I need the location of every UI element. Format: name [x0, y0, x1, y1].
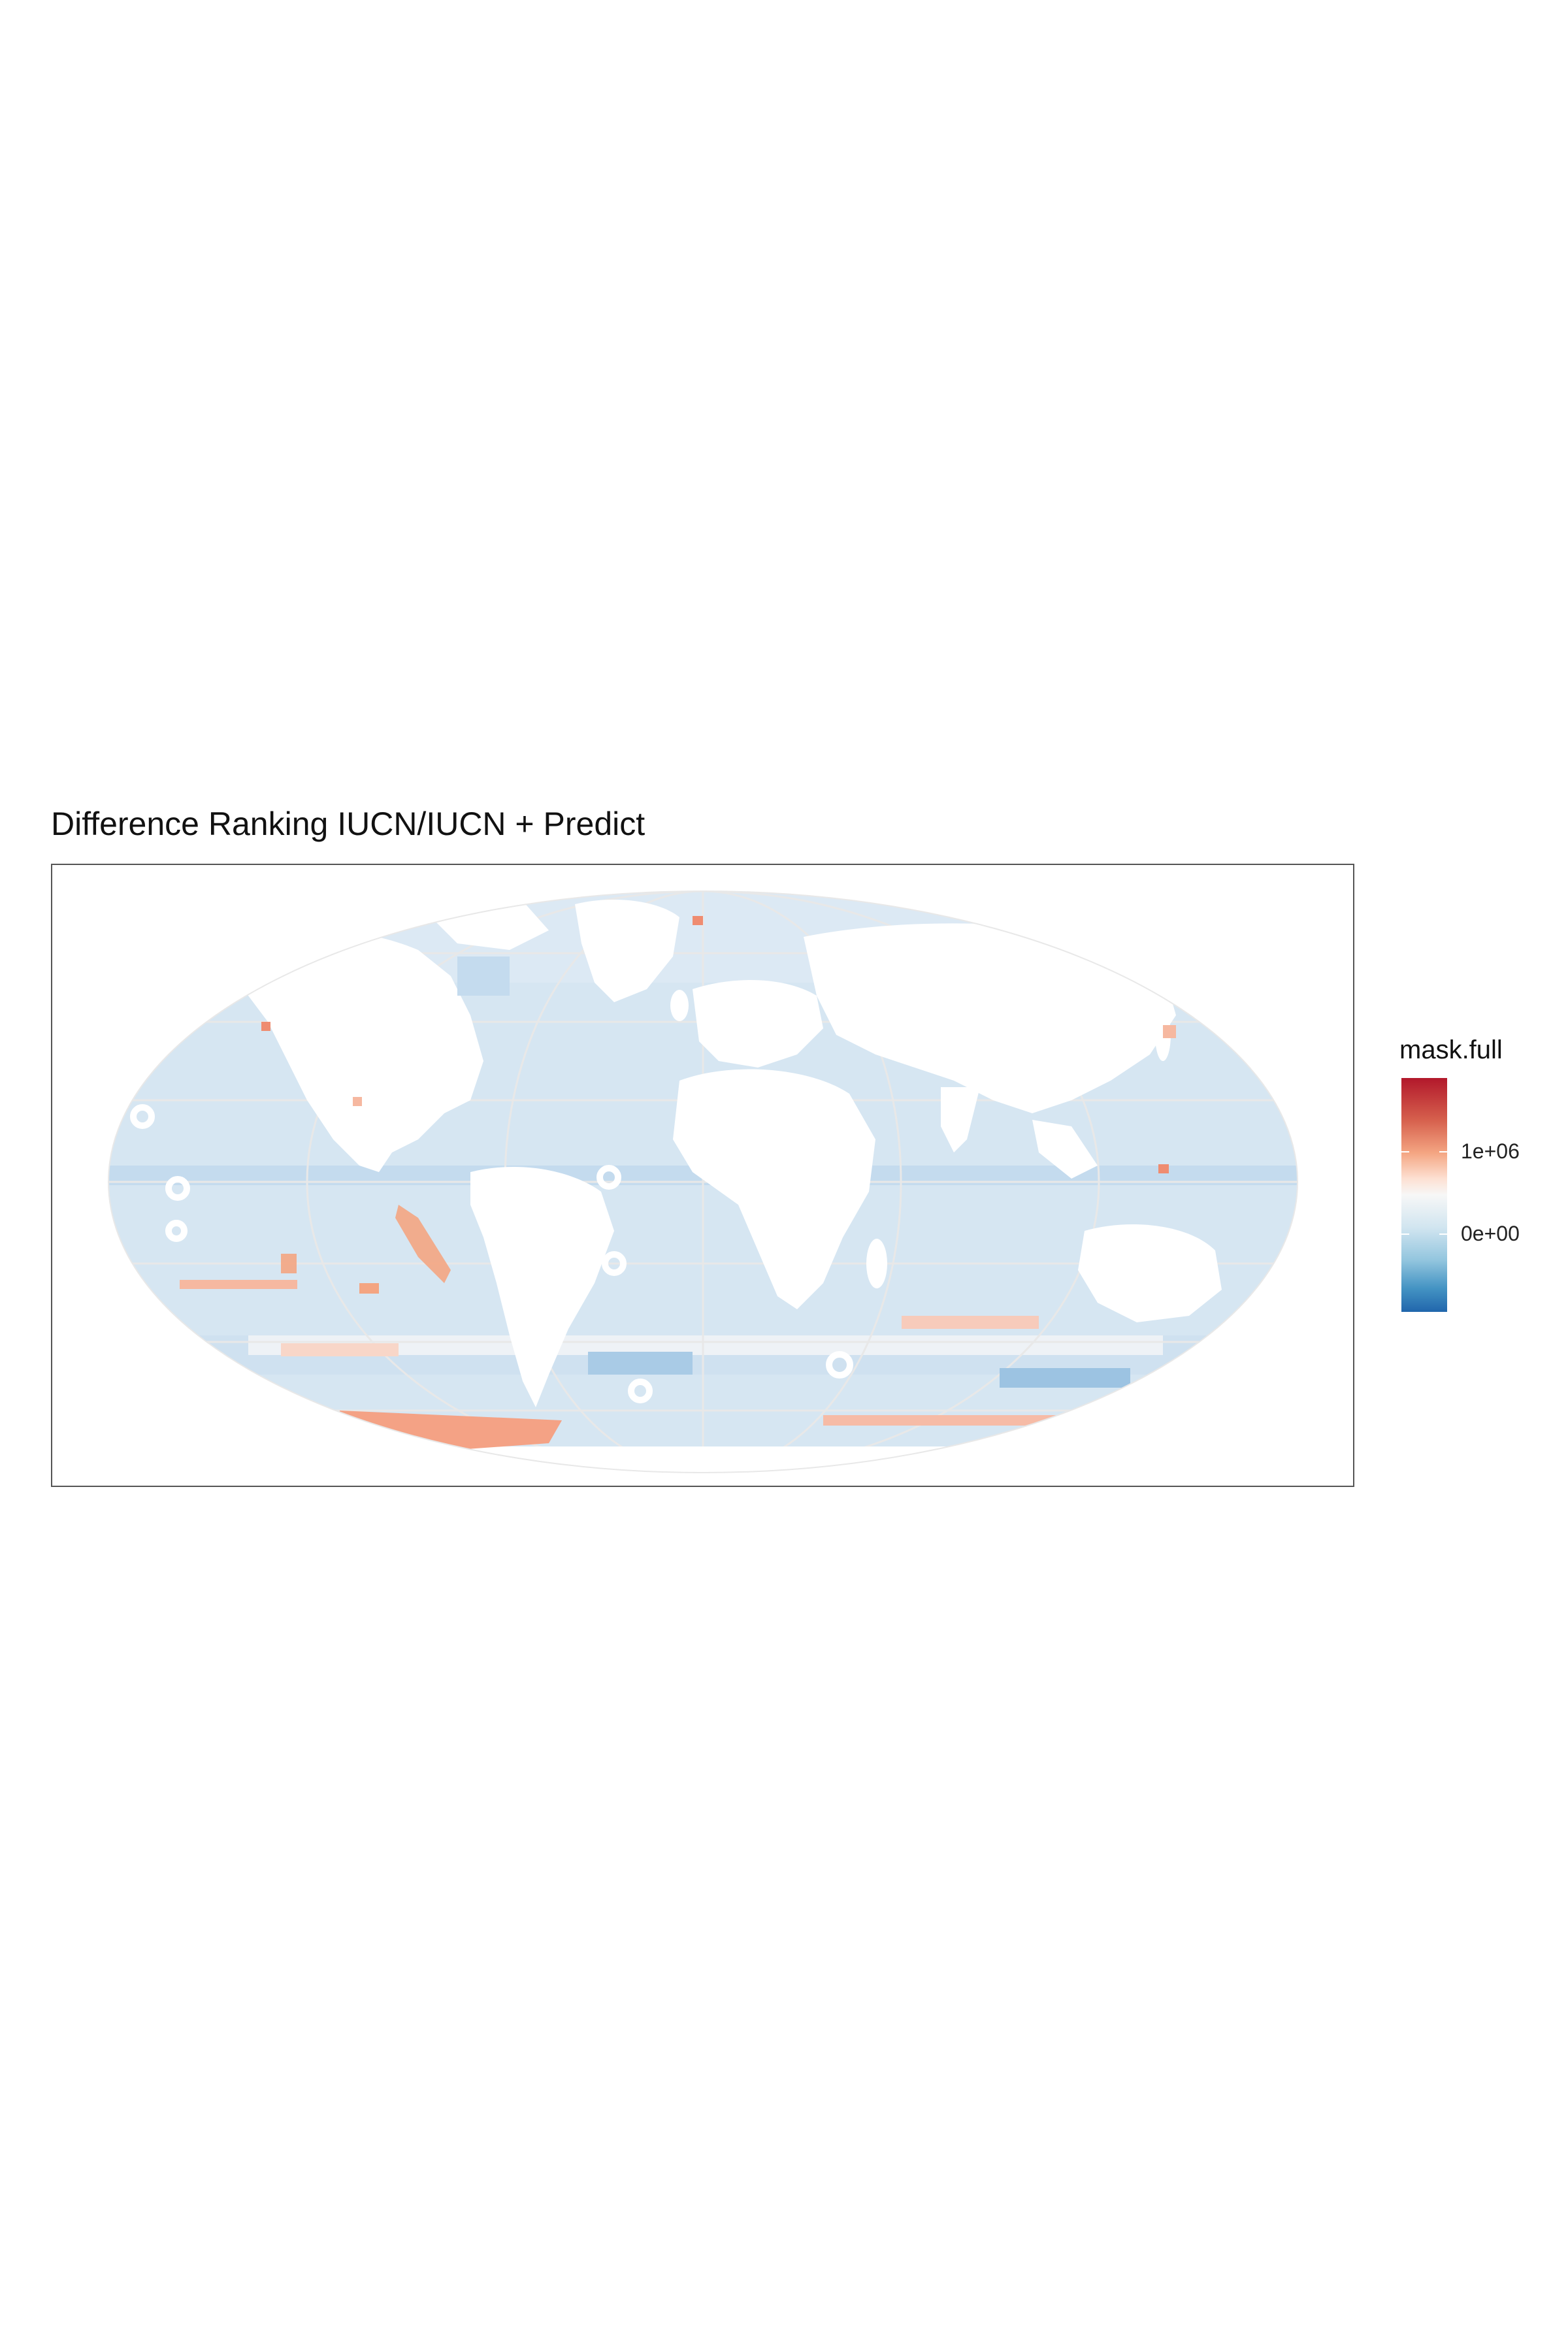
hotspot-patch [281, 1343, 399, 1356]
australia [1078, 1224, 1222, 1322]
ocean-band-south-light [248, 1335, 1163, 1355]
positive-patches [180, 916, 1176, 1450]
seamount-ring [596, 1165, 621, 1190]
legend-label-zero: 0e+00 [1461, 1222, 1520, 1245]
hotspot-patch [261, 1022, 270, 1031]
coldspot-patch [457, 956, 510, 996]
asia [804, 923, 1176, 1113]
hotspot-patch [395, 1205, 451, 1283]
globe-outline [108, 890, 1298, 1473]
india [941, 1087, 980, 1152]
southeast-asia [1032, 1120, 1098, 1179]
hotspot-patch [823, 1415, 1124, 1426]
hotspot-patch [359, 1283, 379, 1294]
south-america [470, 1166, 614, 1407]
world-map [108, 890, 1298, 1473]
seamount-ring [130, 1104, 155, 1129]
greenland [575, 899, 679, 1002]
map-panel [51, 864, 1354, 1487]
coldspot-patch [588, 1352, 693, 1375]
hotspot-patch [693, 916, 703, 925]
seamount-ring [602, 1251, 627, 1276]
colorbar-tick [1401, 1151, 1409, 1152]
hotspot-patch [1163, 1025, 1176, 1038]
hotspot-patch [1158, 1164, 1169, 1173]
coldspot-patch [261, 1424, 392, 1456]
colorbar-tick [1439, 1151, 1447, 1152]
africa [673, 1069, 875, 1309]
new-zealand [1245, 1322, 1264, 1362]
hotspot-patch [180, 1280, 297, 1289]
europe [693, 980, 823, 1068]
hotspot-patch [281, 1254, 297, 1273]
uk [670, 990, 689, 1021]
colorbar-tick [1439, 1233, 1447, 1235]
colorbar [1401, 1078, 1447, 1312]
chart-title: Difference Ranking IUCN/IUCN + Predict [51, 806, 645, 842]
north-america [242, 930, 483, 1172]
hotspot-patch [353, 1097, 362, 1106]
seamount-ring [628, 1379, 653, 1403]
hotspot-patch [902, 1316, 1039, 1329]
legend-label-high: 1e+06 [1461, 1139, 1520, 1163]
legend-title: mask.full [1399, 1036, 1503, 1064]
madagascar [866, 1239, 887, 1288]
seamount-rings [130, 1104, 853, 1403]
coldspot-patch [1000, 1368, 1130, 1388]
seamount-ring [826, 1351, 853, 1379]
seamount-ring [165, 1176, 190, 1201]
antarctica [118, 1446, 1294, 1473]
colorbar-tick [1401, 1233, 1409, 1235]
seamount-ring [165, 1220, 188, 1242]
